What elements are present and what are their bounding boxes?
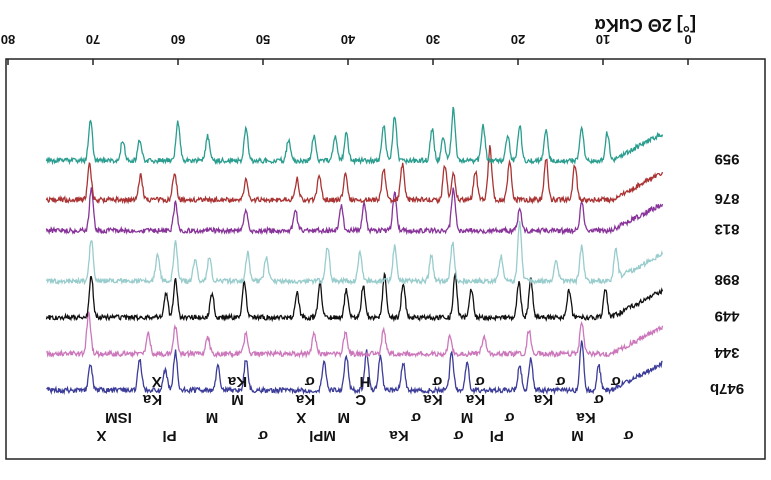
phase-annotations: XISMKaXPlMMKaσXKaσMPlMCHKaσKaσσMKaσPlσKa… bbox=[96, 373, 633, 444]
annotation-6: M bbox=[231, 391, 244, 408]
x-tick-label-4: 40 bbox=[341, 32, 355, 47]
annotation-24: Pl bbox=[490, 427, 504, 444]
series-line-813 bbox=[45, 187, 664, 236]
annotation-4: Pl bbox=[162, 427, 176, 444]
series-line-449 bbox=[45, 271, 664, 323]
series-label-813: 813 bbox=[714, 221, 739, 238]
annotation-15: H bbox=[360, 373, 371, 390]
annotation-2: Ka bbox=[142, 391, 162, 408]
annotation-21: M bbox=[461, 409, 474, 426]
annotation-17: σ bbox=[411, 409, 421, 426]
annotation-31: σ bbox=[611, 373, 621, 390]
x-tick-labels: 0 10 20 30 40 50 60 70 80 bbox=[1, 32, 692, 47]
x-tick-label-8: 80 bbox=[1, 32, 15, 47]
annotation-16: Ka bbox=[389, 427, 409, 444]
series-labels: 947b 344 449 898 813 876 959 bbox=[710, 151, 744, 398]
annotation-10: Ka bbox=[295, 391, 315, 408]
annotation-28: M bbox=[571, 427, 584, 444]
annotation-26: Ka bbox=[533, 391, 553, 408]
x-tick-label-2: 20 bbox=[511, 32, 525, 47]
plot-frame bbox=[5, 58, 766, 460]
series-line-959 bbox=[45, 106, 664, 166]
x-tick-label-6: 60 bbox=[171, 32, 185, 47]
x-tick-label-3: 30 bbox=[426, 32, 440, 47]
annotation-22: Ka bbox=[465, 391, 485, 408]
annotation-14: C bbox=[355, 391, 366, 408]
series-line-876 bbox=[45, 145, 664, 205]
series-label-959: 959 bbox=[714, 151, 739, 168]
annotation-32: σ bbox=[623, 427, 633, 444]
series-line-344 bbox=[45, 311, 664, 359]
annotation-8: σ bbox=[258, 427, 268, 444]
annotation-0: X bbox=[96, 427, 106, 444]
x-tick-label-1: 10 bbox=[596, 32, 610, 47]
series-line-947b bbox=[46, 340, 663, 396]
annotation-18: Ka bbox=[423, 391, 443, 408]
series-label-876: 876 bbox=[714, 190, 739, 207]
annotation-7: Ka bbox=[227, 373, 247, 390]
annotation-3: X bbox=[152, 373, 162, 390]
annotation-5: M bbox=[206, 409, 219, 426]
annotation-9: X bbox=[296, 409, 306, 426]
annotation-27: σ bbox=[555, 373, 565, 390]
annotation-20: σ bbox=[453, 427, 463, 444]
x-tick-label-7: 70 bbox=[86, 32, 100, 47]
series-label-898: 898 bbox=[714, 271, 739, 288]
series-label-449: 449 bbox=[714, 307, 739, 324]
series-line-898 bbox=[45, 220, 664, 286]
annotation-12: MPl bbox=[309, 427, 336, 444]
annotation-30: σ bbox=[594, 391, 604, 408]
annotation-29: Ka bbox=[576, 409, 596, 426]
annotation-13: M bbox=[338, 409, 351, 426]
annotation-25: σ bbox=[504, 409, 514, 426]
x-axis-label: [°] 2Θ CuKα bbox=[595, 15, 696, 35]
series-layer bbox=[45, 106, 664, 396]
annotation-11: σ bbox=[305, 373, 315, 390]
series-label-344: 344 bbox=[714, 344, 740, 361]
annotation-19: σ bbox=[432, 373, 442, 390]
series-label-947b: 947b bbox=[710, 380, 744, 397]
x-tick-label-0: 0 bbox=[684, 32, 691, 47]
x-axis bbox=[7, 59, 689, 65]
annotation-23: σ bbox=[475, 373, 485, 390]
x-tick-label-5: 50 bbox=[256, 32, 270, 47]
annotation-1: ISM bbox=[105, 409, 132, 426]
